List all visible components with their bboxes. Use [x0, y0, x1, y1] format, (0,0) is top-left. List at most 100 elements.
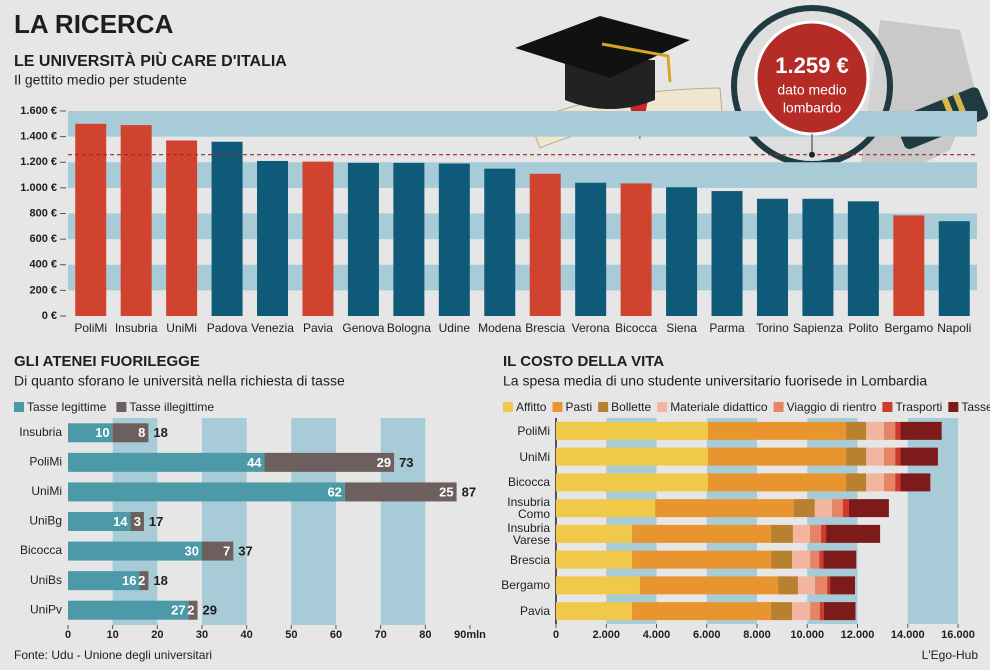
- bar-segment: [556, 421, 709, 440]
- bar-segment: [188, 600, 198, 620]
- value-label: 10: [95, 425, 109, 440]
- bar-segment: [556, 447, 709, 466]
- legend-label: Tasse illegittime: [129, 400, 214, 414]
- bar: [302, 161, 334, 316]
- bar-segment: [832, 499, 843, 518]
- bar-segment: [68, 512, 131, 531]
- x-tick-label: 2.000: [592, 629, 620, 641]
- bar: [393, 162, 425, 316]
- bar: [938, 221, 970, 316]
- bar-segment: [883, 473, 896, 492]
- bar-segment: [792, 550, 811, 569]
- y-tick-label: Insubria Como: [507, 495, 550, 522]
- y-tick-label: Bicocca: [20, 543, 62, 557]
- x-tick-label: 16.000: [941, 629, 975, 641]
- x-tick-label: Padova: [207, 321, 248, 335]
- chart-title: IL COSTO DELLA VITA: [503, 353, 664, 370]
- bar: [529, 173, 561, 316]
- legend-label: Tasse legittime: [27, 400, 107, 414]
- legend-label: Trasporti: [895, 400, 942, 414]
- x-tick-label: Sapienza: [793, 321, 843, 335]
- bar-segment: [792, 524, 811, 543]
- x-tick-label: Bologna: [387, 321, 431, 335]
- bar-segment: [792, 602, 811, 621]
- bar: [756, 198, 788, 316]
- bar: [166, 140, 198, 316]
- x-tick-label: 0: [65, 629, 71, 641]
- bar-segment: [112, 423, 149, 443]
- x-tick-label: 6.000: [693, 629, 721, 641]
- bar-segment: [130, 512, 144, 531]
- bar: [847, 201, 879, 316]
- legend-label: Bollette: [611, 400, 651, 414]
- y-tick-label: Pavia: [519, 604, 550, 619]
- bar-segment: [632, 524, 772, 543]
- chart-title: GLI ATENEI FUORILEGGE: [14, 353, 200, 370]
- bar-segment: [810, 524, 822, 543]
- bar-segment: [556, 576, 640, 595]
- x-tick-label: 10.000: [790, 629, 824, 641]
- bar-segment: [68, 541, 202, 561]
- x-tick-label: 12.000: [841, 629, 875, 641]
- credit: L'Ego-Hub: [922, 648, 979, 662]
- bar-segment: [771, 602, 793, 621]
- x-tick-label: 20: [151, 629, 163, 641]
- bar-segment: [846, 473, 867, 492]
- value-label: 16: [122, 573, 136, 588]
- y-tick-label: 200 €: [29, 284, 57, 296]
- x-tick-label: Bicocca: [615, 321, 657, 335]
- bar: [802, 198, 834, 316]
- legend-swatch: [116, 402, 127, 412]
- value-label: 44: [247, 455, 262, 470]
- x-tick-label: 80: [419, 629, 431, 641]
- value-label: 3: [134, 514, 141, 529]
- x-tick-label: Siena: [666, 321, 697, 335]
- value-label: 29: [377, 455, 391, 470]
- x-tick-label: Bergamo: [884, 321, 933, 335]
- bar-segment: [810, 602, 820, 621]
- bar: [711, 191, 743, 316]
- y-tick-label: Brescia: [509, 552, 550, 567]
- bar-segment: [827, 576, 831, 595]
- bar: [120, 125, 152, 316]
- bar-segment: [708, 473, 847, 492]
- y-tick-label: Insubria: [19, 425, 62, 439]
- callout-dot: [809, 151, 815, 158]
- y-tick-label: UniBg: [29, 514, 62, 528]
- bar-segment: [639, 576, 779, 595]
- bar-segment: [900, 473, 931, 492]
- bar-segment: [866, 473, 884, 492]
- y-tick-label: PoliMi: [517, 423, 550, 438]
- y-tick-label: UniBs: [30, 573, 62, 587]
- legend-swatch: [552, 402, 563, 412]
- bar-segment: [556, 499, 656, 518]
- total-label: 18: [153, 425, 167, 440]
- bar-segment: [823, 602, 856, 621]
- value-label: 25: [439, 484, 453, 499]
- legend-swatch: [948, 402, 959, 412]
- x-tick-label: 4.000: [643, 629, 671, 641]
- band: [68, 264, 977, 291]
- cap-board: [515, 16, 690, 78]
- bar-segment: [68, 423, 113, 443]
- y-tick-label: 400 €: [29, 259, 57, 271]
- chart-subtitle: Di quanto sforano le università nella ri…: [14, 373, 345, 389]
- bar-segment: [895, 473, 901, 492]
- band: [68, 213, 977, 240]
- bar: [484, 168, 516, 316]
- chart-title: LE UNIVERSITÀ PIÙ CARE D'ITALIA: [14, 51, 287, 70]
- bar-segment: [632, 550, 772, 569]
- x-tick-label: Parma: [709, 321, 745, 335]
- illustration: [515, 5, 989, 175]
- bar-segment: [883, 421, 896, 440]
- x-tick-label: 40: [241, 629, 253, 641]
- y-tick-label: 1.000 €: [20, 182, 57, 194]
- x-tick-label: 0: [553, 629, 559, 641]
- legend-swatch: [657, 402, 668, 412]
- legend-swatch: [598, 402, 609, 412]
- y-tick-label: 1.200 €: [20, 156, 57, 168]
- y-tick-label: Insubria Varese: [507, 520, 550, 547]
- callout-value: 1.259 €: [775, 53, 848, 78]
- bar-segment: [68, 600, 189, 620]
- legend-label: Tasse: [961, 400, 990, 414]
